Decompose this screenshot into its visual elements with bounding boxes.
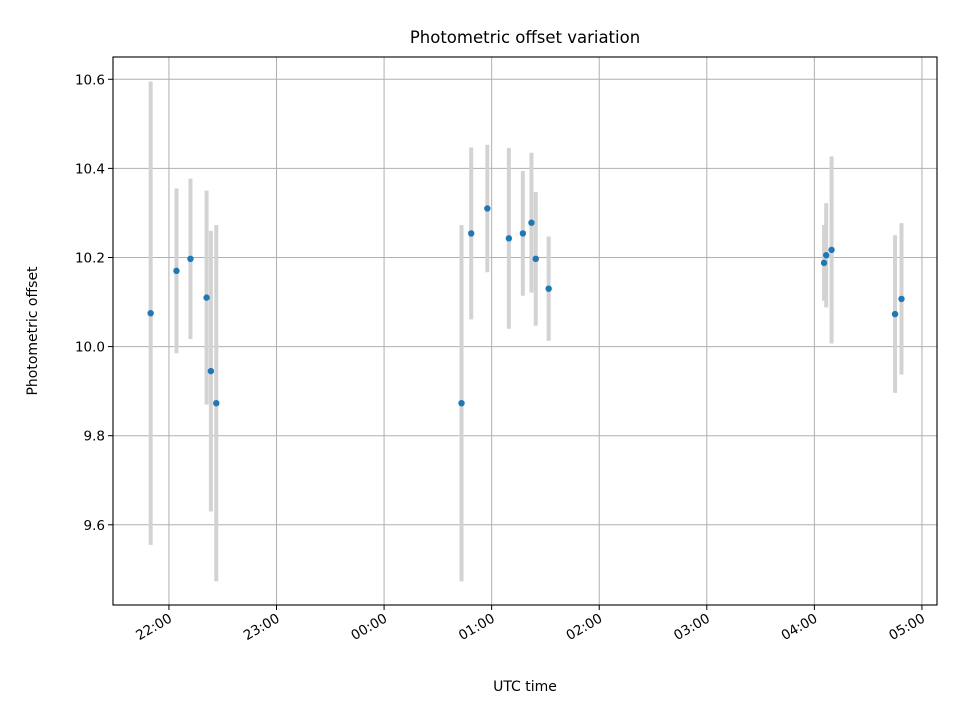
x-tick-label: 05:00	[886, 611, 928, 644]
y-axis-ticks: 9.6 9.8 10.0 10.2 10.4 10.6	[75, 72, 113, 534]
data-point	[820, 259, 828, 267]
y-tick-label: 10.6	[75, 72, 105, 88]
x-tick-label: 02:00	[564, 611, 606, 644]
data-point	[147, 309, 154, 317]
data-point	[519, 230, 527, 237]
data-point	[545, 285, 552, 292]
data-point	[505, 235, 513, 242]
data-point	[458, 399, 465, 407]
x-axis-label: UTC time	[493, 679, 557, 695]
data-point	[484, 205, 491, 212]
y-tick-label: 9.6	[84, 518, 105, 534]
x-axis-ticks: 22:00 23:00 00:00 01:00 02:00 03:00 04:00 05:00	[133, 605, 928, 644]
data-point	[207, 367, 215, 375]
data-point	[468, 230, 475, 237]
data-point	[187, 255, 194, 263]
y-tick-label: 10.2	[75, 250, 105, 266]
grid-layer	[113, 57, 937, 605]
data-points	[147, 205, 905, 407]
data-point	[203, 294, 210, 301]
plot-frame	[112, 56, 938, 606]
data-point	[823, 252, 830, 259]
x-tick-label: 23:00	[241, 611, 283, 644]
data-point	[528, 219, 535, 226]
data-point	[173, 267, 180, 275]
chart-title: Photometric offset variation	[410, 28, 640, 47]
y-tick-label: 9.8	[84, 429, 105, 445]
y-tick-label: 10.0	[75, 340, 105, 356]
x-tick-label: 00:00	[348, 611, 390, 644]
x-tick-label: 04:00	[779, 611, 821, 644]
error-bars	[148, 81, 904, 582]
data-point	[828, 246, 835, 254]
x-tick-label: 01:00	[456, 611, 498, 644]
data-point	[891, 310, 899, 318]
data-point	[213, 399, 220, 407]
x-tick-label: 03:00	[671, 611, 713, 644]
data-point	[532, 255, 539, 263]
y-tick-label: 10.4	[75, 161, 105, 177]
x-tick-label: 22:00	[133, 611, 175, 644]
data-point	[898, 295, 905, 303]
y-axis-label: Photometric offset	[25, 266, 41, 396]
